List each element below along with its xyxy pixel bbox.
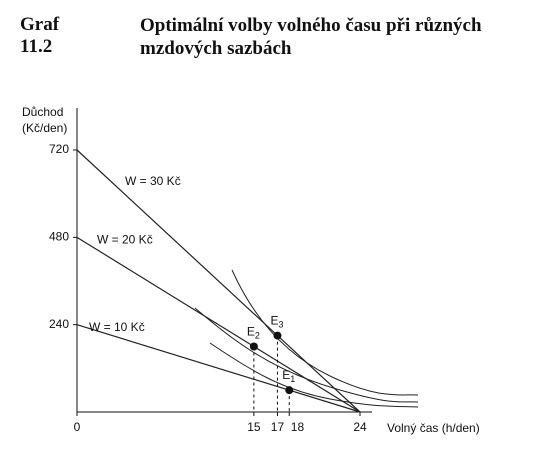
point-label: E2 (247, 325, 260, 341)
y-tick-label: 480 (49, 230, 69, 244)
chart-title: Optimální volby volného času při různých… (140, 15, 482, 59)
x-tick-label: 0 (74, 420, 81, 434)
budget-line (76, 324, 361, 413)
y-tick-label: 720 (49, 142, 69, 156)
point-letter: E (282, 368, 290, 382)
indifference-curve (194, 307, 419, 403)
x-axis-label: Volný čas (h/den) (387, 421, 480, 435)
line-label: W = 10 Kč (89, 320, 145, 334)
x-tick-label: 18 (291, 420, 305, 434)
indifference-curve (209, 342, 419, 408)
point-label: E1 (282, 368, 295, 384)
point-subscript: 1 (290, 375, 295, 385)
equilibrium-point (285, 386, 294, 395)
x-tick-label: 17 (271, 420, 285, 434)
y-axis-label: Důchod (22, 105, 63, 119)
equilibrium-point (249, 342, 258, 351)
x-tick-label: 15 (247, 420, 261, 434)
indifference-curves (194, 269, 419, 408)
figure-label: Graf 11.2 (20, 14, 60, 57)
equilibrium-point (273, 331, 282, 340)
budget-line (76, 236, 361, 413)
point-subscript: 2 (255, 331, 260, 341)
point-label: E3 (270, 314, 283, 330)
point-subscript: 3 (278, 320, 283, 330)
indifference-curve (231, 269, 419, 396)
x-tick-label: 24 (353, 420, 367, 434)
point-letter: E (247, 325, 255, 339)
budget-line (76, 149, 361, 413)
line-label: W = 30 Kč (125, 174, 181, 188)
line-label: W = 20 Kč (97, 233, 153, 247)
point-letter: E (270, 314, 278, 328)
y-tick-label: 240 (49, 317, 69, 331)
y-axis-label: (Kč/den) (22, 121, 67, 135)
